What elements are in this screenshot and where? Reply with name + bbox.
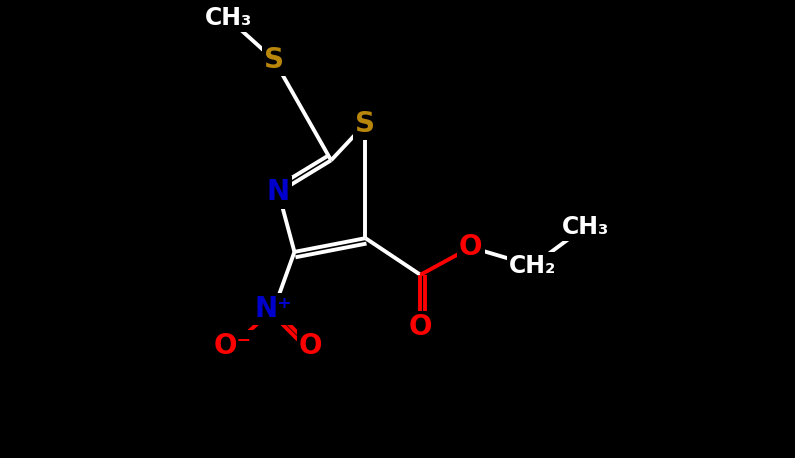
Text: O⁻: O⁻ bbox=[214, 332, 252, 360]
Text: O: O bbox=[299, 332, 322, 360]
Text: CH₃: CH₃ bbox=[561, 215, 609, 239]
Text: CH₂: CH₂ bbox=[509, 254, 556, 278]
Text: N⁺: N⁺ bbox=[255, 295, 293, 323]
Text: O: O bbox=[409, 313, 432, 342]
Text: S: S bbox=[355, 109, 375, 138]
Text: S: S bbox=[264, 45, 284, 74]
Text: O: O bbox=[459, 233, 483, 262]
Text: CH₃: CH₃ bbox=[204, 6, 252, 30]
Text: N: N bbox=[267, 178, 290, 207]
